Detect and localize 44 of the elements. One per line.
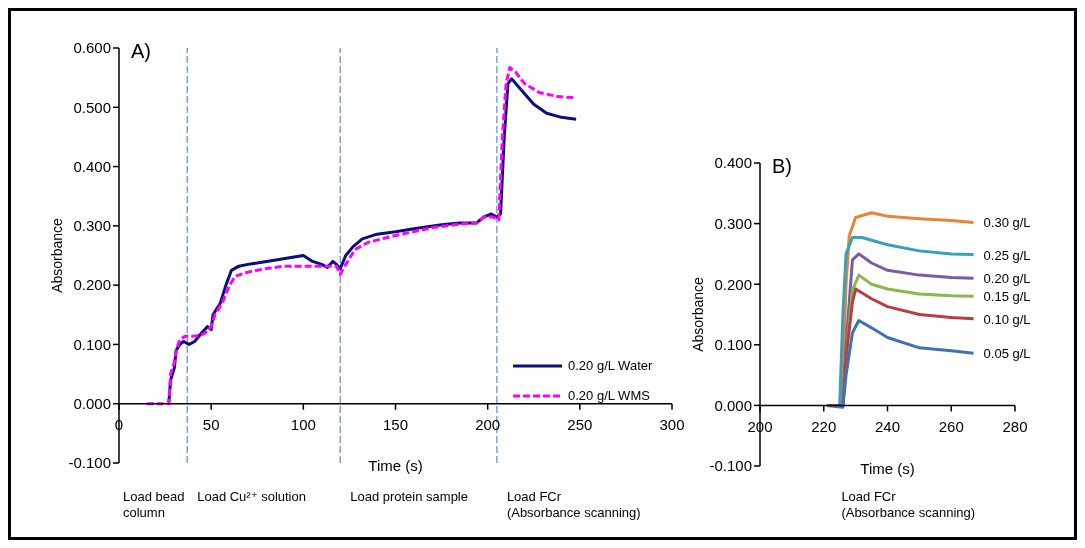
y-tick-label: 0.200 [714, 275, 752, 293]
y-tick-label: -0.100 [709, 457, 752, 475]
line-series [825, 319, 976, 409]
y-tick-label: 0.400 [714, 154, 752, 172]
y-tick-label: 0.500 [73, 98, 111, 116]
series-label: 0.15 g/L [983, 289, 1031, 305]
x-tick-label: 260 [938, 418, 964, 436]
series-label: 0.20 g/L [983, 271, 1031, 287]
y-tick-label: 0.600 [73, 39, 111, 57]
x-tick-label: 240 [874, 418, 901, 436]
y-axis-title: Absorbance [48, 217, 65, 293]
chart-title: B) [772, 155, 792, 178]
text: Load Cu²⁺ solution [197, 489, 306, 504]
x-tick-label: 200 [475, 416, 501, 434]
y-tick-label: 0.100 [714, 336, 752, 354]
y-tick-label: -0.100 [68, 454, 111, 472]
legend-label: 0.20 g/L WMS [568, 388, 650, 404]
y-axis-title: Absorbance [689, 276, 706, 352]
y-tick-label: 0.000 [73, 395, 111, 413]
chart-title: A) [131, 40, 151, 63]
x-tick-label: 300 [659, 416, 685, 434]
x-tick-label: 250 [567, 416, 593, 434]
text: Load protein sample [350, 489, 469, 504]
y-tick-label: 0.000 [714, 396, 752, 414]
y-tick-label: 0.400 [73, 157, 111, 175]
x-axis-title: Time (s) [368, 457, 423, 474]
x-tick-label: 150 [382, 416, 409, 434]
series-label: 0.10 g/L [983, 311, 1031, 327]
series-label: 0.30 g/L [983, 215, 1031, 231]
x-tick-label: 50 [202, 416, 220, 434]
y-tick-label: 0.200 [73, 276, 111, 294]
x-axis-title: Time (s) [860, 460, 915, 477]
y-tick-label: 0.300 [73, 217, 111, 235]
text: Load FCr (Absorbance scanning) [506, 489, 641, 520]
y-tick-label: 0.100 [73, 335, 111, 353]
y-tick-label: 0.300 [714, 214, 752, 232]
series-label: 0.05 g/L [983, 346, 1031, 362]
text: Load bead column [123, 489, 185, 520]
x-tick-label: 100 [290, 416, 316, 434]
x-tick-label: 280 [1002, 418, 1028, 436]
legend-label: 0.20 g/L Water [568, 358, 653, 374]
text: Load FCr (Absorbance scanning) [841, 489, 976, 520]
x-tick-label: 220 [811, 418, 837, 436]
series-label: 0.25 g/L [983, 247, 1031, 263]
